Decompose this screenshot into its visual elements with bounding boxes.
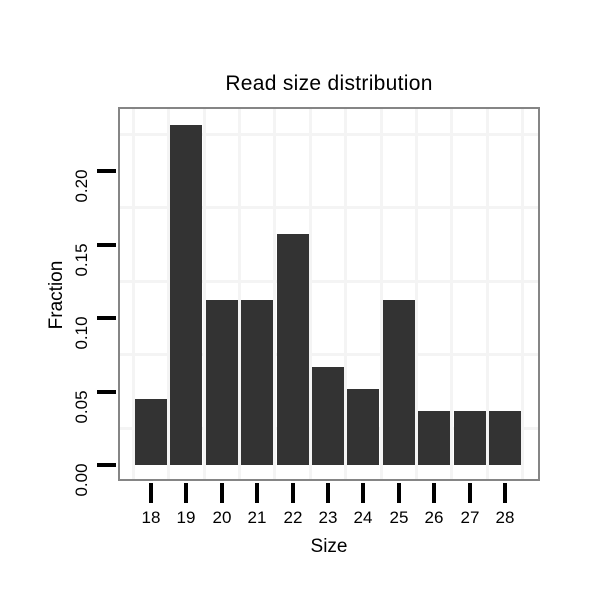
y-tick-label: 0.15 bbox=[72, 243, 91, 277]
y-axis-tick bbox=[97, 316, 116, 320]
x-axis-tick bbox=[220, 483, 224, 503]
bar-size-23 bbox=[312, 367, 344, 465]
x-axis-tick bbox=[291, 483, 295, 503]
x-axis-tick bbox=[255, 483, 259, 503]
x-tick-label: 20 bbox=[212, 508, 232, 527]
gridline-horizontal bbox=[120, 206, 538, 210]
x-tick-label: 26 bbox=[424, 508, 444, 527]
y-axis-tick bbox=[97, 390, 116, 394]
bar-size-22 bbox=[277, 234, 309, 465]
y-axis-tick bbox=[97, 169, 116, 173]
gridline-vertical bbox=[238, 109, 241, 479]
gridline-vertical bbox=[167, 109, 171, 479]
gridline-horizontal bbox=[120, 353, 538, 357]
gridline-vertical bbox=[521, 109, 525, 479]
gridline-vertical bbox=[344, 109, 348, 479]
gridline-vertical bbox=[485, 109, 489, 479]
x-axis-tick bbox=[397, 483, 401, 503]
gridline-vertical bbox=[202, 109, 206, 479]
bar-size-19 bbox=[170, 125, 202, 465]
chart-title: Read size distribution bbox=[225, 72, 433, 95]
gridline-horizontal bbox=[120, 132, 538, 136]
x-tick-label: 22 bbox=[283, 508, 303, 527]
y-tick-label: 0.10 bbox=[72, 316, 91, 350]
x-axis-tick bbox=[361, 483, 365, 503]
bar-size-18 bbox=[135, 399, 167, 465]
x-tick-label: 28 bbox=[495, 508, 515, 527]
x-tick-label: 25 bbox=[389, 508, 409, 527]
x-tick-label: 27 bbox=[460, 508, 480, 527]
gridline-vertical bbox=[131, 109, 135, 479]
x-axis-tick bbox=[149, 483, 153, 503]
x-axis-tick bbox=[184, 483, 188, 503]
y-tick-label: 0.20 bbox=[72, 169, 91, 203]
x-axis-tick bbox=[468, 483, 472, 503]
x-tick-label: 18 bbox=[141, 508, 161, 527]
bar-size-28 bbox=[489, 411, 521, 465]
x-tick-label: 23 bbox=[318, 508, 338, 527]
y-axis-tick bbox=[97, 463, 116, 467]
x-tick-label: 21 bbox=[247, 508, 267, 527]
bar-size-25 bbox=[383, 300, 415, 465]
y-axis-title: Fraction bbox=[46, 260, 67, 330]
y-tick-label: 0.00 bbox=[72, 463, 91, 497]
x-axis-tick bbox=[326, 483, 330, 503]
x-axis-title: Size bbox=[310, 536, 348, 557]
y-axis-tick bbox=[97, 243, 116, 247]
bar-size-24 bbox=[347, 389, 379, 465]
bar-size-26 bbox=[418, 411, 450, 465]
bar-size-21 bbox=[241, 300, 273, 465]
gridline-vertical bbox=[379, 109, 383, 479]
x-axis-tick bbox=[503, 483, 507, 503]
x-axis-tick bbox=[432, 483, 436, 503]
gridline-vertical bbox=[273, 109, 277, 479]
gridline-vertical bbox=[308, 109, 312, 479]
x-tick-label: 19 bbox=[176, 508, 196, 527]
y-tick-label: 0.05 bbox=[72, 390, 91, 424]
x-tick-label: 24 bbox=[353, 508, 373, 527]
gridline-vertical bbox=[450, 109, 454, 479]
plot-panel bbox=[118, 107, 540, 481]
gridline-vertical bbox=[415, 109, 418, 479]
gridline-horizontal bbox=[120, 279, 538, 283]
bar-size-27 bbox=[454, 411, 486, 465]
bar-size-20 bbox=[206, 300, 238, 465]
